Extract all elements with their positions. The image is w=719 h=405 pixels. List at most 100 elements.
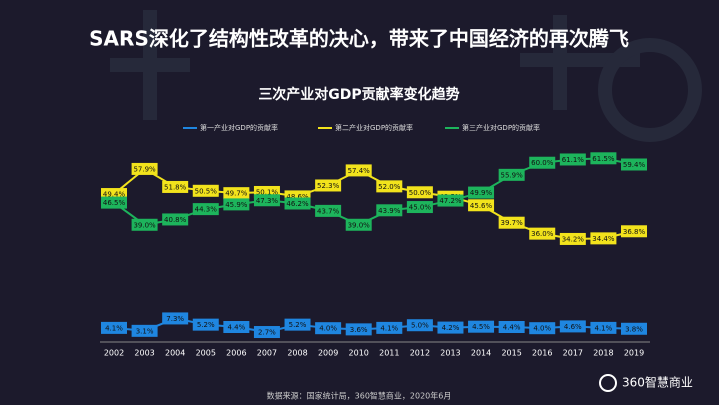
value-box <box>315 179 342 192</box>
value-label: 50.5% <box>195 187 218 195</box>
value-box <box>621 158 647 171</box>
value-label: 49.7% <box>225 190 248 198</box>
value-label: 52.3% <box>317 182 340 190</box>
value-label: 57.4% <box>348 167 371 175</box>
value-label: 39.7% <box>501 219 524 227</box>
value-box <box>376 204 403 217</box>
value-box <box>437 194 464 207</box>
value-box <box>345 164 372 177</box>
value-box <box>498 168 525 181</box>
legend-label: 第一产业对GDP的贡献率 <box>200 123 278 132</box>
legend-label: 第三产业对GDP的贡献率 <box>462 123 540 132</box>
value-box <box>131 218 158 231</box>
value-box <box>621 322 647 335</box>
value-box <box>468 199 495 212</box>
value-box <box>406 201 433 214</box>
value-box <box>468 186 495 199</box>
value-label: 49.4% <box>103 191 126 199</box>
value-box <box>315 204 342 217</box>
value-label: 45.0% <box>409 204 432 212</box>
value-label: 43.9% <box>378 207 401 215</box>
value-box <box>192 318 219 331</box>
value-box <box>498 321 525 333</box>
value-label: 40.8% <box>164 216 187 224</box>
value-label: 5.2% <box>197 321 215 329</box>
value-label: 39.0% <box>348 221 371 229</box>
value-box <box>590 232 617 245</box>
value-label: 57.9% <box>133 165 156 173</box>
value-box <box>284 197 311 210</box>
value-box <box>406 319 433 332</box>
value-box <box>284 318 311 331</box>
x-tick-label: 2010 <box>349 349 369 358</box>
value-box <box>162 180 189 193</box>
value-label: 61.1% <box>562 156 585 164</box>
x-tick-label: 2018 <box>593 349 613 358</box>
value-box <box>590 152 617 165</box>
value-box <box>376 321 403 334</box>
x-tick-label: 2015 <box>501 349 521 358</box>
value-box <box>559 320 586 333</box>
value-box <box>131 162 158 175</box>
value-label: 48.6% <box>286 193 309 201</box>
value-box <box>223 187 250 200</box>
value-label: 45.9% <box>225 201 248 209</box>
value-label: 39.0% <box>133 221 156 229</box>
value-box <box>529 156 556 169</box>
value-label: 3.1% <box>136 327 154 335</box>
value-label: 4.4% <box>227 324 245 332</box>
value-label: 51.8% <box>164 183 187 191</box>
x-tick-label: 2016 <box>532 349 552 358</box>
x-tick-label: 2019 <box>624 349 644 358</box>
x-tick-label: 2004 <box>165 349 185 358</box>
value-box <box>406 186 433 199</box>
value-box <box>223 321 250 333</box>
value-box <box>529 227 556 240</box>
x-tick-label: 2006 <box>226 349 246 358</box>
x-tick-label: 2007 <box>257 349 277 358</box>
value-label: 59.4% <box>623 161 646 169</box>
source: 数据来源：国家统计局，360智慧商业，2020年6月 <box>267 391 452 401</box>
value-box <box>131 324 158 337</box>
value-box <box>437 321 464 334</box>
logo-icon <box>599 374 617 392</box>
value-label: 61.5% <box>592 155 615 163</box>
value-box <box>101 196 127 209</box>
value-label: 7.3% <box>166 315 184 323</box>
value-label: 4.0% <box>533 325 551 333</box>
value-label: 3.6% <box>350 326 368 334</box>
value-box <box>590 321 617 334</box>
value-label: 4.2% <box>442 324 460 332</box>
value-box <box>162 213 189 226</box>
value-label: 36.8% <box>623 228 646 236</box>
logo: 360智慧商业 <box>622 375 693 390</box>
value-box <box>253 326 280 339</box>
value-box <box>559 232 586 245</box>
value-box <box>376 180 403 193</box>
value-label: 50.1% <box>256 188 279 196</box>
value-label: 45.6% <box>470 202 493 210</box>
value-box <box>223 198 250 211</box>
value-label: 4.6% <box>564 323 582 331</box>
value-label: 55.9% <box>501 171 524 179</box>
value-label: 34.2% <box>562 235 585 243</box>
value-box <box>529 322 556 335</box>
value-box <box>192 203 219 216</box>
value-label: 34.4% <box>592 235 615 243</box>
value-label: 4.4% <box>503 324 521 332</box>
value-label: 4.1% <box>380 324 398 332</box>
x-tick-label: 2017 <box>563 349 583 358</box>
value-box <box>498 216 525 229</box>
x-tick-label: 2005 <box>196 349 216 358</box>
value-label: 47.2% <box>439 197 462 205</box>
value-label: 5.2% <box>289 321 307 329</box>
x-tick-label: 2002 <box>104 349 124 358</box>
value-box <box>559 153 586 166</box>
value-box <box>162 312 189 325</box>
value-label: 36.0% <box>531 230 554 238</box>
value-label: 47.3% <box>256 197 279 205</box>
x-tick-label: 2009 <box>318 349 338 358</box>
value-label: 2.7% <box>258 329 276 337</box>
x-tick-label: 2011 <box>379 349 399 358</box>
value-label: 44.3% <box>195 206 218 214</box>
